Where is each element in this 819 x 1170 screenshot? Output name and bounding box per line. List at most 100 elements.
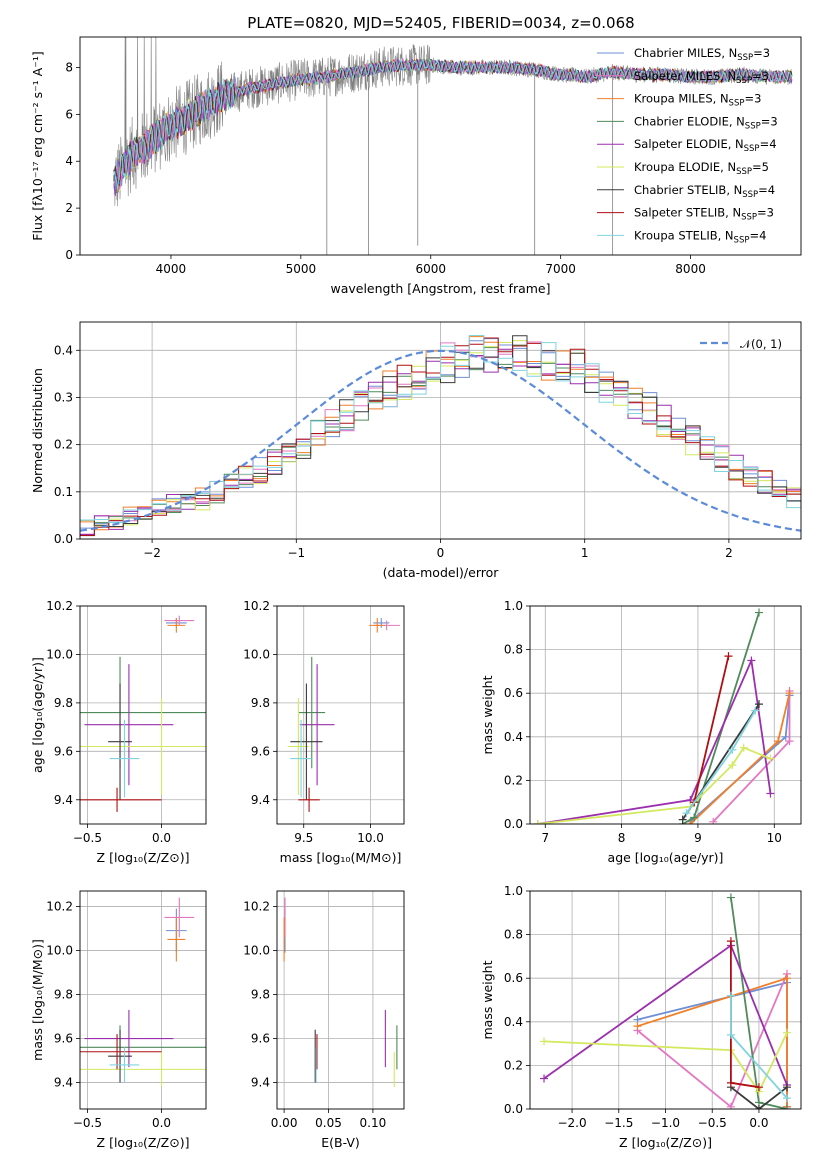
x-axis-label: Z [log₁₀(Z/Z⊙)] xyxy=(619,1135,712,1150)
legend-name: Salpeter STELIB, N xyxy=(634,206,741,220)
mass-weight-vs-age-plot: 7 8 9 10 0.0 0.2 0.4 0.6 0.8 1.0 age [log₁₀(age/yr… xyxy=(480,599,802,865)
y-axis-label: mass weight xyxy=(480,960,495,1039)
weight-marker-salpeter_stelib xyxy=(754,1083,763,1092)
x-tick-label: 7 xyxy=(541,831,549,845)
y-tick-label: 0.4 xyxy=(54,343,73,357)
y-tick-label: 0.6 xyxy=(504,971,523,985)
x-tick-label: 9.5 xyxy=(294,831,313,845)
weight-marker-kroupa_miles xyxy=(633,1022,642,1031)
legend-name: Salpeter ELODIE, N xyxy=(634,137,744,151)
x-tick-label: −0.5 xyxy=(73,831,102,845)
x-tick-label: −0.5 xyxy=(73,1116,102,1130)
x-tick-label: 7000 xyxy=(545,262,576,276)
axes-frame xyxy=(79,890,207,1110)
x-tick-label: 10.0 xyxy=(357,831,384,845)
weight-marker-salpeter_miles xyxy=(785,737,794,746)
model-fit-chabrier_stelib-line xyxy=(113,58,793,187)
legend-subscript: SSP xyxy=(741,213,757,223)
x-axis-label: Z [log₁₀(Z/Z⊙)] xyxy=(97,1135,190,1150)
y-axis-label: Normed distribution xyxy=(30,368,45,493)
y-tick-label: 9.4 xyxy=(251,793,270,807)
weight-marker-chabrier_elodie xyxy=(782,1105,791,1109)
y-axis-label: Flux [fλ10⁻¹⁷ erg cm⁻² s⁻¹ A⁻¹] xyxy=(30,51,45,240)
weight-marker-kroupa_miles xyxy=(686,820,695,824)
x-tick-label: −1.5 xyxy=(604,1116,633,1130)
histogram-chabrier_stelib-line xyxy=(80,335,801,527)
x-tick-label: 0.10 xyxy=(360,1116,387,1130)
x-tick-label: 0 xyxy=(437,546,445,560)
x-tick-label: 8000 xyxy=(675,262,706,276)
weight-marker-chabrier_elodie xyxy=(726,893,735,902)
legend-name: Kroupa STELIB, N xyxy=(634,228,734,242)
weight-series-kroupa_elodie-line xyxy=(543,1032,788,1094)
legend-entry-salpeter_stelib: Salpeter STELIB, NSSP=3 xyxy=(634,206,774,223)
x-tick-label: 5000 xyxy=(286,262,317,276)
x-tick-label: 9 xyxy=(694,831,702,845)
histogram-salpeter_elodie-line xyxy=(80,348,801,535)
weight-marker-kroupa_elodie xyxy=(728,761,737,770)
x-axis-label: wavelength [Angstrom, rest frame] xyxy=(330,281,550,296)
x-tick-label: 0.00 xyxy=(271,1116,298,1130)
legend-name: Chabrier MILES, N xyxy=(634,46,737,60)
legend-count: =5 xyxy=(752,160,769,174)
weight-marker-salpeter_stelib xyxy=(726,937,735,946)
legend-name: Kroupa MILES, N xyxy=(634,92,729,106)
y-axis-label: age [log₁₀(age/yr)] xyxy=(30,657,45,773)
legend-count: =4 xyxy=(758,183,775,197)
plot-area xyxy=(533,608,794,824)
legend-entry-salpeter_elodie: Salpeter ELODIE, NSSP=4 xyxy=(634,137,777,154)
weight-marker-salpeter_stelib xyxy=(724,652,733,661)
y-tick-label: 4 xyxy=(65,154,73,168)
y-tick-label: 9.8 xyxy=(251,987,270,1001)
axes-frame xyxy=(529,605,802,825)
y-tick-label: 1.0 xyxy=(504,884,523,898)
weight-marker-kroupa_stelib xyxy=(782,1094,791,1103)
weight-series-salpeter_elodie-line xyxy=(537,657,772,824)
legend-entry-kroupa_miles: Kroupa MILES, NSSP=3 xyxy=(634,92,761,109)
legend-subscript: SSP xyxy=(745,121,761,131)
y-tick-label: 10.2 xyxy=(46,899,73,913)
x-axis-label: (data-model)/error xyxy=(383,565,500,580)
y-tick-label: 9.6 xyxy=(251,1032,270,1046)
legend-count: =3 xyxy=(761,114,778,128)
spectrum-plot: 4000 5000 6000 7000 8000 0 2 4 6 8 wavelength [Ang… xyxy=(30,36,802,296)
x-tick-label: −1.0 xyxy=(651,1116,680,1130)
y-tick-label: 10.0 xyxy=(243,943,270,957)
y-tick-label: 9.8 xyxy=(54,696,73,710)
axes-frame xyxy=(79,36,802,256)
y-axis-label: mass [log₁₀(M/M⊙)] xyxy=(30,939,45,1061)
x-tick-label: −0.5 xyxy=(698,1116,727,1130)
legend-subscript: SSP xyxy=(742,190,758,200)
weight-marker-chabrier_elodie xyxy=(690,813,699,822)
y-tick-label: 9.8 xyxy=(54,987,73,1001)
weight-marker-kroupa_miles xyxy=(782,974,791,983)
legend-entry-kroupa_stelib: Kroupa STELIB, NSSP=4 xyxy=(634,228,766,245)
weight-marker-salpeter_miles xyxy=(709,817,718,824)
axes-frame xyxy=(276,605,405,825)
y-tick-label: 0.6 xyxy=(504,686,523,700)
y-tick-label: 10.2 xyxy=(243,899,270,913)
plot-area xyxy=(80,615,206,812)
y-tick-label: 0.4 xyxy=(504,730,523,744)
mass-vs-ebv-plot: 0.00 0.05 0.10 9.4 9.6 9.8 10.0 10.2 E(B-V) xyxy=(243,890,405,1150)
y-tick-label: 10.0 xyxy=(46,647,73,661)
weight-marker-kroupa_stelib xyxy=(682,809,691,818)
x-tick-label: 10 xyxy=(767,831,782,845)
x-tick-label: 6000 xyxy=(415,262,446,276)
weight-marker-kroupa_miles xyxy=(774,737,783,746)
legend-entry-normal: 𝒩(0, 1) xyxy=(740,337,782,351)
plot-area xyxy=(283,897,398,1087)
axes-frame xyxy=(79,605,207,825)
weight-marker-chabrier_stelib xyxy=(678,815,687,824)
weight-marker-kroupa_stelib xyxy=(751,706,760,715)
y-tick-label: 9.6 xyxy=(54,744,73,758)
y-axis-label: mass weight xyxy=(480,675,495,754)
x-tick-label: 0.0 xyxy=(749,1116,768,1130)
y-tick-label: 9.6 xyxy=(54,1032,73,1046)
x-tick-label: 1 xyxy=(581,546,589,560)
y-tick-label: 0.2 xyxy=(504,773,523,787)
x-tick-label: −1 xyxy=(287,546,305,560)
legend-count: =3 xyxy=(753,46,770,60)
